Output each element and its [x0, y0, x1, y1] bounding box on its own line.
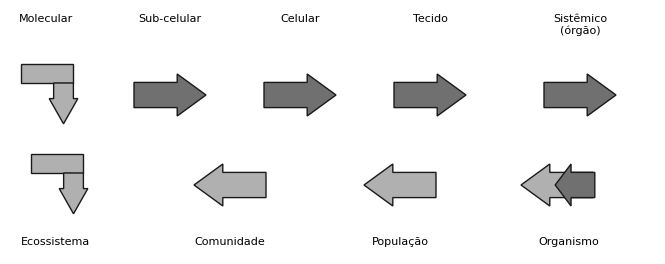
- Polygon shape: [134, 74, 206, 116]
- Polygon shape: [31, 154, 83, 173]
- Text: Comunidade: Comunidade: [195, 237, 265, 247]
- Polygon shape: [364, 164, 436, 206]
- Polygon shape: [544, 74, 616, 116]
- Text: Celular: Celular: [280, 14, 320, 24]
- Text: Organismo: Organismo: [539, 237, 599, 247]
- Text: Sub-celular: Sub-celular: [138, 14, 201, 24]
- Polygon shape: [555, 164, 595, 206]
- Polygon shape: [394, 74, 466, 116]
- Polygon shape: [264, 74, 336, 116]
- Text: Molecular: Molecular: [19, 14, 73, 24]
- Polygon shape: [59, 173, 88, 214]
- Polygon shape: [21, 64, 73, 83]
- Text: Tecido: Tecido: [412, 14, 448, 24]
- Polygon shape: [194, 164, 266, 206]
- Text: Ecossistema: Ecossistema: [21, 237, 90, 247]
- Text: População: População: [372, 237, 428, 247]
- Text: Sistêmico
(órgão): Sistêmico (órgão): [553, 14, 607, 36]
- Polygon shape: [49, 83, 78, 124]
- Polygon shape: [521, 164, 593, 206]
